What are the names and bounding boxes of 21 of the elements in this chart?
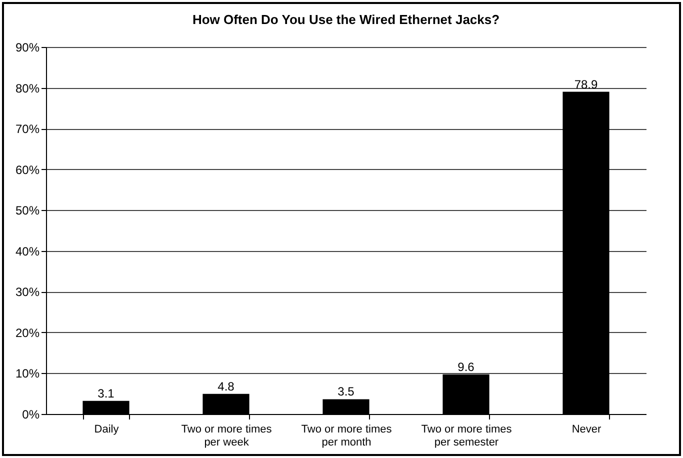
chart-title: How Often Do You Use the Wired Ethernet Jacks? xyxy=(192,12,500,27)
y-tick-label: 0% xyxy=(22,408,40,422)
data-label: 4.8 xyxy=(218,379,235,394)
y-tick-label: 90% xyxy=(15,40,40,54)
y-tick-label: 30% xyxy=(15,285,40,300)
data-label: 3.5 xyxy=(338,384,355,399)
y-tick-label: 20% xyxy=(15,326,40,340)
y-tick-label: 60% xyxy=(15,162,40,177)
y-tick-label: 40% xyxy=(15,244,40,258)
y-tick-label: 10% xyxy=(15,366,40,381)
y-tick-label: 80% xyxy=(15,81,40,96)
y-tick-label: 50% xyxy=(15,204,40,218)
x-tick-label: Two or more times per semester xyxy=(421,424,512,448)
x-tick-label: Two or more times per week xyxy=(181,424,272,448)
x-tick-label: Two or more times per month xyxy=(301,424,392,448)
data-label: 3.1 xyxy=(98,386,115,400)
data-label: 9.6 xyxy=(458,360,475,374)
data-label: 78.9 xyxy=(574,77,598,92)
y-tick-label: 70% xyxy=(15,122,40,136)
x-tick-label: Daily xyxy=(94,424,120,436)
x-tick-label: Never xyxy=(572,424,602,436)
